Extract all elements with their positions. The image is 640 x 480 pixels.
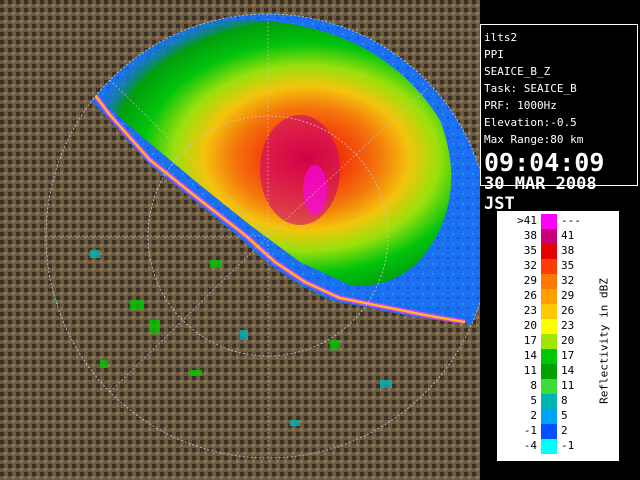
legend-swatch [541,259,557,274]
legend-low-value: 38 [523,229,537,242]
legend-row: 26 29 [501,289,601,304]
legend-row: 14 17 [501,349,601,364]
legend-title: Reflectivity in dBZ [597,278,611,404]
legend-low-value: -4 [523,439,537,452]
legend-low-value: >41 [517,214,537,227]
legend-high-value: 23 [561,319,575,332]
legend-high-value: 32 [561,274,575,287]
legend-swatch [541,244,557,259]
legend-high-value: 14 [561,364,575,377]
legend-row: 29 32 [501,274,601,289]
legend-row: 35 38 [501,244,601,259]
legend-low-value: 5 [530,394,537,407]
legend-high-value: 8 [561,394,568,407]
legend-high-value: --- [561,214,581,227]
legend-low-value: 11 [523,364,537,377]
legend-row: 20 23 [501,319,601,334]
echo-core [260,115,340,225]
legend-high-value: 38 [561,244,575,257]
legend-row: -4 -1 [501,439,601,454]
legend-swatch [541,229,557,244]
legend-high-value: 2 [561,424,568,437]
legend-high-value: -1 [561,439,575,452]
legend-row: 23 26 [501,304,601,319]
legend-swatch [541,439,557,454]
prf-label: PRF: 1000Hz [484,99,557,112]
legend-swatch [541,409,557,424]
legend-swatch [541,379,557,394]
legend-row: 32 35 [501,259,601,274]
echo-peak [303,165,327,215]
color-legend: >41 --- 38 41 35 38 32 35 29 32 26 29 23 26 20 23 17 20 14… [497,211,619,461]
legend-high-value: 35 [561,259,575,272]
max-range-label: Max Range:80 km [484,133,584,146]
coastline-echo [69,61,466,323]
legend-swatch [541,364,557,379]
legend-low-value: 8 [530,379,537,392]
legend-low-value: 17 [523,334,537,347]
legend-swatch [541,274,557,289]
legend-high-value: 41 [561,229,575,242]
legend-high-value: 20 [561,334,575,347]
scan-mode: PPI [484,48,504,61]
legend-low-value: 32 [523,259,537,272]
radar-name: ilts2 [484,31,518,44]
scan-time: 09:04:09 [484,148,605,177]
legend-swatch [541,424,557,439]
legend-swatch [541,289,557,304]
legend-row: >41 --- [501,214,601,229]
land-echoes [100,260,340,376]
legend-high-value: 11 [561,379,575,392]
radar-ppi-display [0,0,480,480]
legend-swatch [541,334,557,349]
elevation-label: Elevation:-0.5 [484,116,577,129]
legend-row: 38 41 [501,229,601,244]
legend-title-wrap: Reflectivity in dBZ [593,251,615,431]
legend-low-value: 29 [523,274,537,287]
legend-rows: >41 --- 38 41 35 38 32 35 29 32 26 29 23 26 20 23 17 20 14… [501,214,615,456]
legend-high-value: 17 [561,349,575,362]
radar-info-panel: ilts2 PPI SEAICE_B_Z Task: SEAICE_B PRF:… [480,24,638,214]
legend-low-value: -1 [523,424,537,437]
legend-low-value: 20 [523,319,537,332]
legend-row: 8 11 [501,379,601,394]
legend-high-value: 5 [561,409,568,422]
legend-low-value: 23 [523,304,537,317]
legend-swatch [541,319,557,334]
task-label: Task: SEAICE_B [484,82,577,95]
snow-band-echo [70,20,452,286]
legend-row: -1 2 [501,424,601,439]
legend-row: 17 20 [501,334,601,349]
legend-high-value: 29 [561,289,575,302]
azimuth-lines [46,14,431,458]
legend-swatch [541,214,557,229]
legend-swatch [541,304,557,319]
legend-swatch [541,349,557,364]
product-name: SEAICE_B_Z [484,65,551,78]
scan-date: 30 MAR 2008 JST [484,174,597,214]
legend-low-value: 14 [523,349,537,362]
legend-row: 11 14 [501,364,601,379]
legend-low-value: 35 [523,244,537,257]
legend-low-value: 26 [523,289,537,302]
legend-low-value: 2 [530,409,537,422]
legend-high-value: 26 [561,304,575,317]
legend-swatch [541,394,557,409]
